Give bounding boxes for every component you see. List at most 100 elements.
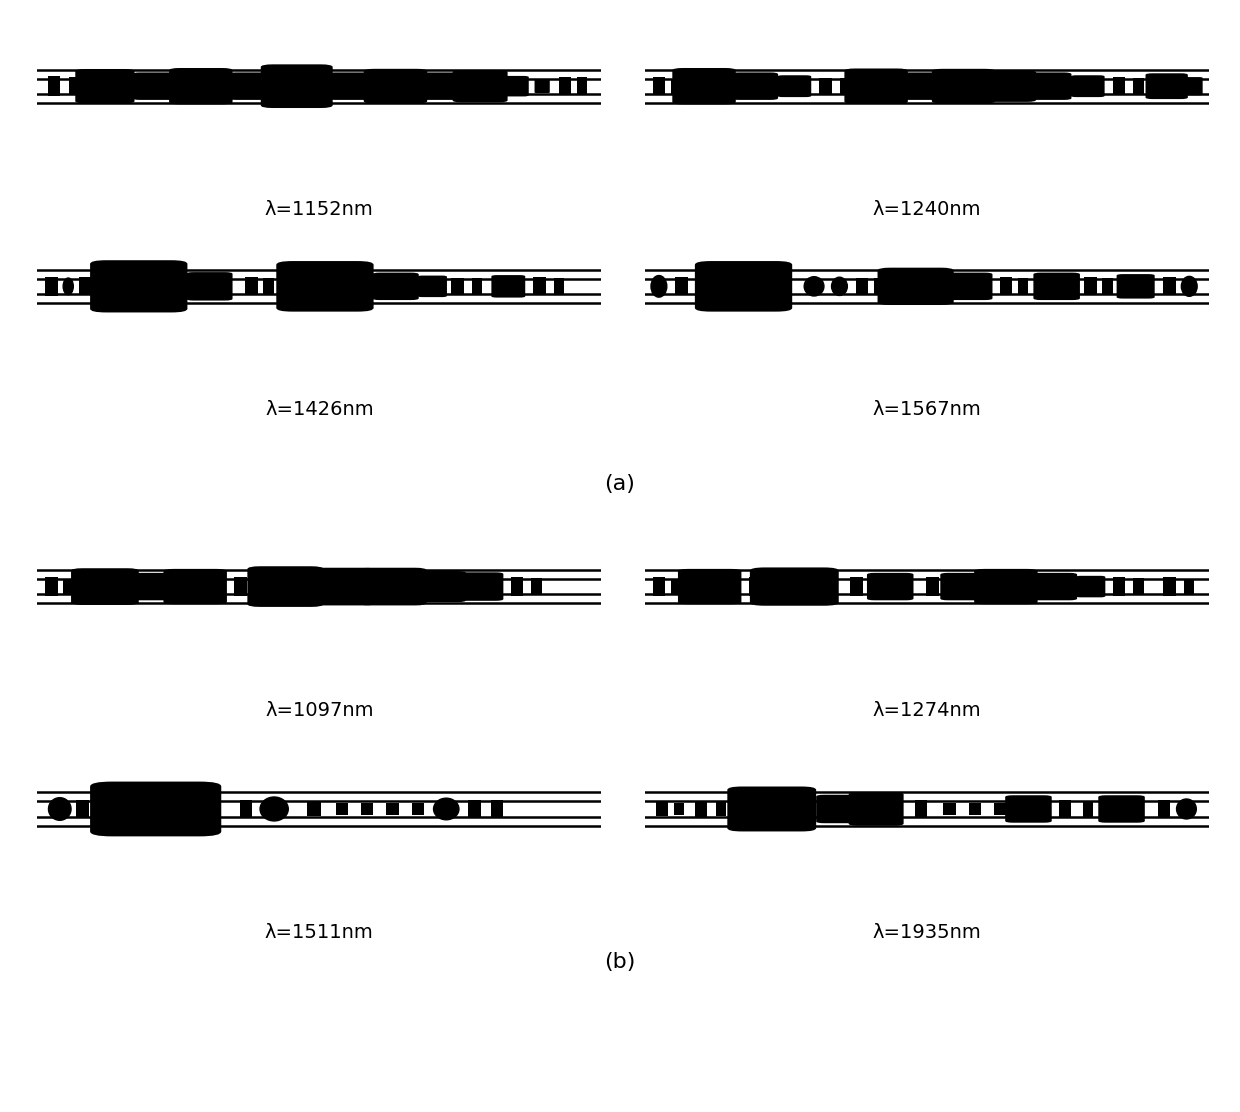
FancyBboxPatch shape [848,792,904,826]
FancyBboxPatch shape [732,72,777,100]
Text: λ=1274nm: λ=1274nm [873,701,981,719]
Bar [469,801,481,817]
FancyBboxPatch shape [694,261,792,311]
Bar [652,577,665,596]
FancyBboxPatch shape [247,566,324,607]
Bar [1184,578,1194,595]
Bar [79,277,92,296]
Ellipse shape [48,797,71,821]
Bar [76,800,88,818]
FancyBboxPatch shape [76,69,134,103]
Bar [915,801,928,817]
FancyBboxPatch shape [1006,795,1052,823]
FancyBboxPatch shape [1182,77,1203,96]
Bar [1133,78,1143,95]
FancyBboxPatch shape [71,568,139,605]
Bar [694,801,708,817]
Bar [239,800,252,818]
FancyBboxPatch shape [363,69,428,103]
Bar [45,577,57,596]
FancyBboxPatch shape [260,64,332,108]
FancyBboxPatch shape [327,72,373,100]
Text: λ=1152nm: λ=1152nm [265,200,373,219]
FancyBboxPatch shape [728,786,816,832]
Ellipse shape [434,798,459,820]
Bar [336,803,348,815]
FancyBboxPatch shape [418,276,446,297]
FancyBboxPatch shape [91,782,221,836]
FancyBboxPatch shape [415,572,466,602]
Bar [387,803,399,815]
FancyBboxPatch shape [372,272,419,300]
Bar [652,77,665,96]
Bar [234,577,247,596]
FancyBboxPatch shape [1076,576,1105,597]
Text: λ=1935nm: λ=1935nm [873,923,981,942]
Bar [1158,801,1171,817]
Bar [994,803,1007,815]
Bar [968,803,981,815]
FancyBboxPatch shape [164,569,227,604]
Bar [533,277,546,296]
Bar [361,803,373,815]
FancyBboxPatch shape [133,573,179,600]
Bar [1163,577,1176,596]
Ellipse shape [1177,800,1197,818]
Bar [1112,577,1125,596]
FancyBboxPatch shape [1146,73,1188,99]
FancyBboxPatch shape [456,573,503,600]
FancyBboxPatch shape [453,70,507,102]
Bar [851,577,863,596]
Bar [1084,277,1096,296]
FancyBboxPatch shape [1025,72,1071,100]
Text: λ=1426nm: λ=1426nm [265,400,373,419]
Bar [532,578,542,595]
FancyBboxPatch shape [358,568,427,605]
Bar [926,577,939,596]
FancyBboxPatch shape [975,569,1038,604]
Bar [1163,277,1176,296]
FancyBboxPatch shape [940,573,987,600]
Bar [1102,278,1112,295]
Bar [749,577,761,596]
FancyBboxPatch shape [931,69,996,103]
Bar [839,78,851,95]
Bar [656,802,668,816]
Bar [715,802,727,816]
Bar [472,278,482,295]
Bar [1133,578,1143,595]
Bar [63,578,73,595]
Bar [1018,278,1028,295]
FancyBboxPatch shape [1030,573,1078,600]
FancyBboxPatch shape [1033,272,1080,300]
FancyBboxPatch shape [844,69,908,103]
FancyBboxPatch shape [777,76,811,97]
Bar [694,278,706,295]
FancyBboxPatch shape [534,79,549,93]
Bar [673,803,683,815]
Bar [48,76,61,97]
Bar [1083,801,1092,817]
FancyBboxPatch shape [91,260,187,312]
Bar [511,577,523,596]
Bar [45,277,57,296]
Text: λ=1097nm: λ=1097nm [265,701,373,719]
Bar [874,278,884,295]
Text: λ=1240nm: λ=1240nm [873,200,981,219]
Bar [491,801,503,817]
FancyBboxPatch shape [308,568,376,605]
FancyBboxPatch shape [186,272,233,300]
Bar [676,277,688,296]
FancyBboxPatch shape [500,76,528,97]
Bar [306,802,321,816]
FancyBboxPatch shape [672,68,735,105]
FancyBboxPatch shape [867,573,914,600]
Ellipse shape [63,278,73,295]
Ellipse shape [651,276,667,297]
Bar [999,277,1012,296]
Bar [577,77,587,96]
Bar [856,278,868,295]
Ellipse shape [260,797,288,821]
Ellipse shape [805,277,823,296]
FancyBboxPatch shape [678,569,742,604]
